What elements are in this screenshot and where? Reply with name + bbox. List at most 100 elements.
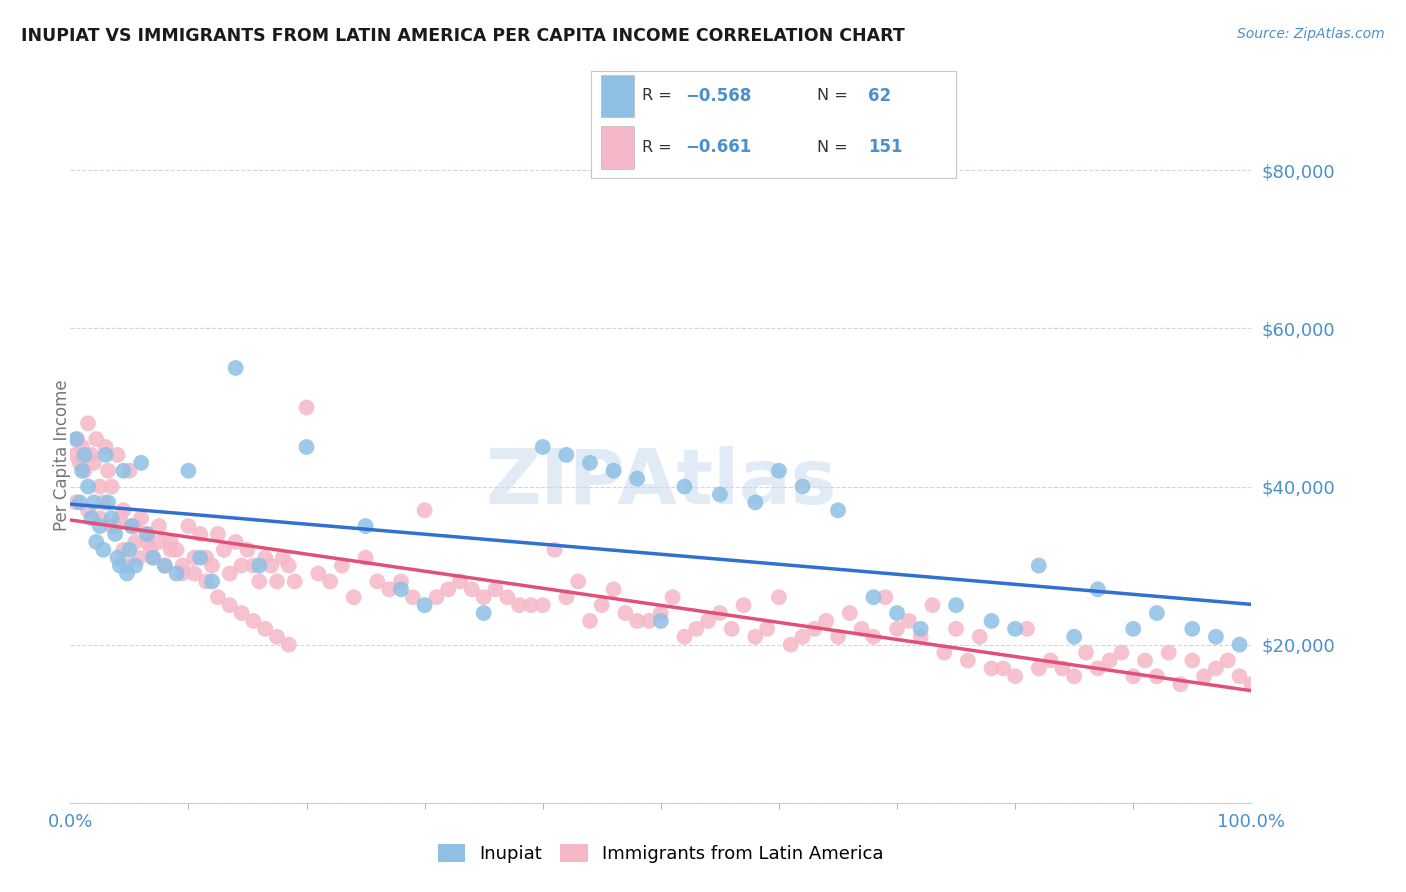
Point [260, 558, 283, 573]
Point [231, 558, 253, 573]
Point [579, 614, 602, 628]
Point [969, 630, 991, 644]
Point [366, 574, 388, 589]
Point [136, 527, 159, 541]
Point [115, 566, 138, 581]
Point [425, 591, 447, 605]
Point [231, 606, 253, 620]
Point [354, 519, 377, 533]
Point [733, 598, 755, 612]
Point [166, 566, 188, 581]
Point [1216, 653, 1239, 667]
Point [614, 606, 637, 620]
Point [63, 448, 86, 462]
Point [83, 456, 105, 470]
Point [779, 638, 801, 652]
Point [1122, 669, 1144, 683]
Point [242, 614, 264, 628]
Point [93, 495, 115, 509]
Point [1181, 622, 1204, 636]
Point [124, 519, 146, 533]
Point [97, 495, 120, 509]
Point [254, 550, 277, 565]
Point [1098, 653, 1121, 667]
Point [1063, 669, 1085, 683]
Point [543, 542, 565, 557]
Point [124, 558, 146, 573]
Point [673, 630, 696, 644]
Y-axis label: Per Capita Income: Per Capita Income [53, 379, 70, 531]
Point [166, 542, 188, 557]
Point [862, 591, 884, 605]
Text: −0.661: −0.661 [686, 138, 752, 156]
Point [945, 622, 967, 636]
Point [73, 464, 96, 478]
Point [139, 542, 162, 557]
Point [121, 519, 143, 533]
Point [266, 574, 288, 589]
Point [354, 550, 377, 565]
Point [148, 519, 170, 533]
Point [195, 550, 218, 565]
Point [709, 606, 731, 620]
Point [183, 566, 205, 581]
Text: 151: 151 [869, 138, 903, 156]
Point [815, 614, 838, 628]
Point [1015, 622, 1038, 636]
Point [1004, 622, 1026, 636]
Point [73, 448, 96, 462]
Point [496, 591, 519, 605]
Point [709, 487, 731, 501]
Point [449, 574, 471, 589]
Point [685, 622, 707, 636]
Point [1004, 669, 1026, 683]
Point [697, 614, 720, 628]
Text: ZIPAtlas: ZIPAtlas [485, 446, 837, 520]
Point [1181, 653, 1204, 667]
Point [886, 622, 908, 636]
Point [744, 630, 766, 644]
Point [910, 630, 932, 644]
Point [207, 591, 229, 605]
Point [1052, 661, 1074, 675]
Point [207, 527, 229, 541]
Point [94, 448, 117, 462]
Point [70, 464, 93, 478]
Point [108, 558, 131, 573]
Point [266, 630, 288, 644]
Point [89, 519, 111, 533]
Point [142, 550, 165, 565]
Point [472, 591, 495, 605]
Point [124, 535, 146, 549]
Point [945, 598, 967, 612]
Point [319, 574, 342, 589]
Point [225, 535, 247, 549]
Point [188, 550, 211, 565]
Point [77, 479, 100, 493]
Point [307, 566, 329, 581]
Point [247, 574, 270, 589]
Point [201, 558, 224, 573]
Point [591, 598, 613, 612]
Point [136, 535, 159, 549]
Point [531, 598, 554, 612]
Point [803, 622, 825, 636]
Point [295, 440, 318, 454]
Point [508, 598, 530, 612]
Point [65, 495, 87, 509]
Point [247, 558, 270, 573]
Point [77, 417, 100, 431]
Point [284, 574, 307, 589]
Point [792, 479, 814, 493]
Point [69, 456, 91, 470]
Point [1063, 630, 1085, 644]
Point [121, 519, 143, 533]
Point [271, 550, 294, 565]
Point [128, 550, 150, 565]
Point [188, 527, 211, 541]
Point [993, 661, 1015, 675]
Point [980, 614, 1002, 628]
Point [1028, 661, 1050, 675]
Point [153, 558, 176, 573]
Point [875, 591, 897, 605]
